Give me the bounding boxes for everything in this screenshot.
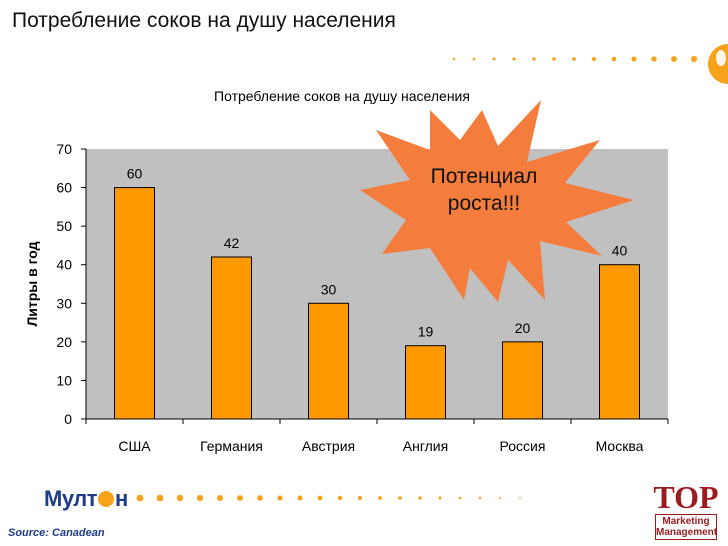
x-tick-label: Англия [403,438,448,454]
data-label: 20 [515,320,531,336]
y-tick-label: 20 [56,334,72,350]
bar [502,341,543,420]
orange-icon [98,491,115,507]
chart-title: Потребление соков на душу населения [214,88,470,104]
y-tick-label: 50 [56,218,72,234]
y-tick-label: 30 [56,295,72,311]
x-tick-label: Россия [500,438,546,454]
top-logo-sub-1: Marketing [662,516,710,527]
growth-starburst: Потенциал роста!!! [360,100,634,302]
y-tick-label: 60 [56,180,72,196]
data-label: 19 [418,324,434,340]
data-label: 30 [321,281,337,297]
top-logo-subtitle: Marketing Management [655,514,717,540]
y-axis: 0 10 20 30 40 50 60 70 [56,141,87,427]
y-tick-label: 0 [64,411,72,427]
x-tick-label: США [118,438,151,454]
y-tick-label: 70 [56,141,72,157]
dots-top-svg [452,55,698,63]
data-labels: 60 42 30 19 20 40 [127,166,628,340]
top-logo-sub-2: Management [656,527,718,538]
multon-logo: Мулт н [44,486,128,511]
bar [405,345,446,420]
y-tick-label: 10 [56,372,72,388]
starburst-line-1: Потенциал [431,165,538,188]
x-tick-label: Москва [596,438,644,454]
y-tick-label: 40 [56,257,72,273]
data-label: 42 [224,235,240,251]
top-logo-word: TOP [653,479,719,515]
starburst-line-2: роста!!! [448,192,520,215]
bar [308,302,349,420]
dots-bottom-svg [136,494,521,502]
bar [114,187,155,420]
decorative-dots-top [452,52,702,70]
starburst-shape [360,100,634,302]
orange-decor-circle [708,44,728,84]
slide-title: Потребление соков на душу населения [12,9,396,32]
bar [599,264,640,420]
decorative-dots-bottom [136,491,526,510]
x-tick-label: Германия [200,438,263,454]
bar [211,256,252,420]
top-marketing-logo: TOP Marketing Management [648,479,724,542]
y-axis-label: Литры в год [24,241,40,326]
bars [114,187,640,420]
source-note: Source: Canadean [8,527,105,539]
x-tick-label: Австрия [302,438,355,454]
x-axis: США Германия Австрия Англия Россия Москва [85,418,669,454]
data-label: 60 [127,166,143,182]
data-label: 40 [612,243,628,259]
